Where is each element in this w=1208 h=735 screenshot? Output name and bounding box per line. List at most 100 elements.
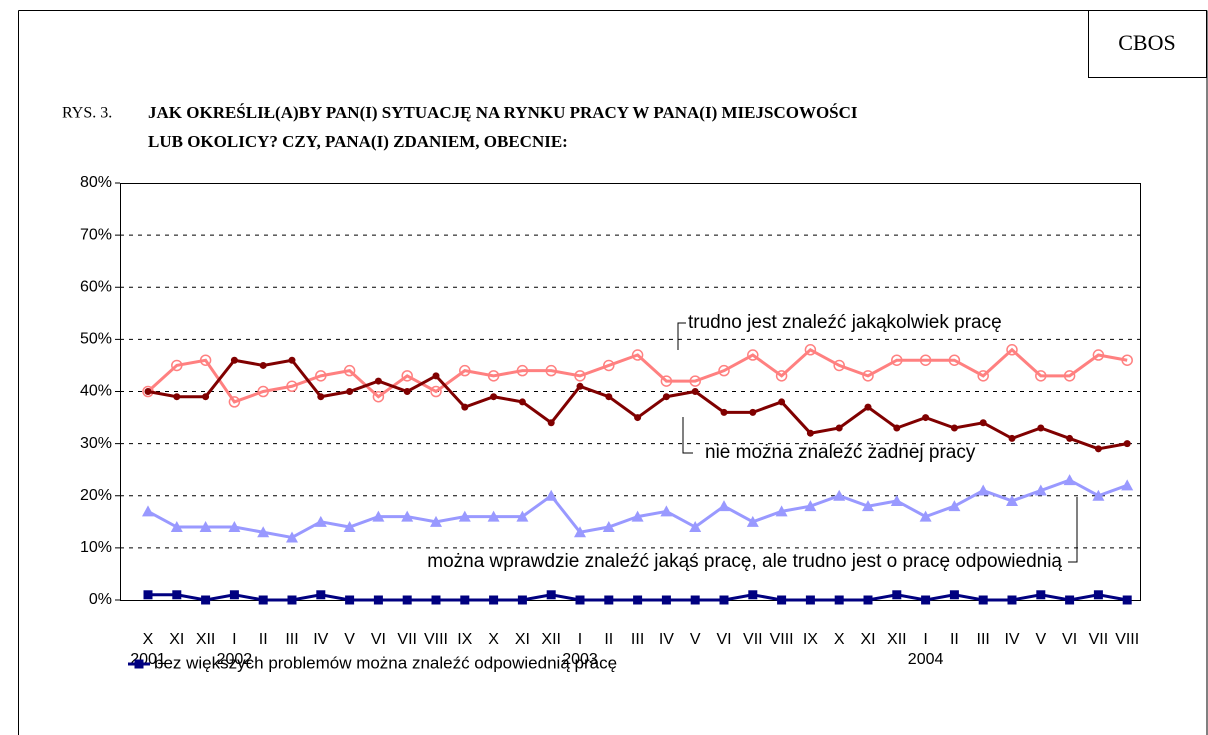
marker bbox=[746, 515, 759, 527]
marker bbox=[1093, 590, 1103, 600]
marker bbox=[172, 590, 182, 600]
marker bbox=[286, 380, 298, 393]
marker bbox=[374, 377, 382, 385]
marker bbox=[287, 595, 297, 605]
marker bbox=[1066, 434, 1074, 442]
figure-label: RYS. 3. bbox=[62, 105, 112, 122]
y-tick-label: 70% bbox=[80, 226, 112, 243]
marker bbox=[402, 595, 412, 605]
x-tick-label: XII bbox=[541, 631, 561, 648]
marker bbox=[430, 515, 442, 527]
marker bbox=[459, 364, 471, 377]
x-tick-label: V bbox=[1035, 631, 1046, 648]
marker bbox=[690, 595, 700, 605]
marker bbox=[605, 393, 613, 401]
marker bbox=[317, 393, 325, 401]
marker bbox=[948, 500, 961, 512]
x-tick-label: IX bbox=[803, 631, 818, 648]
marker bbox=[545, 364, 557, 377]
y-tick-label: 0% bbox=[89, 591, 112, 608]
marker bbox=[662, 393, 670, 401]
marker bbox=[346, 388, 354, 395]
x-tick-label: III bbox=[285, 631, 298, 648]
marker bbox=[778, 398, 786, 406]
marker bbox=[633, 595, 643, 605]
marker bbox=[835, 424, 843, 432]
marker bbox=[691, 388, 699, 395]
marker bbox=[430, 385, 442, 398]
marker bbox=[892, 590, 902, 600]
x-tick-label: III bbox=[631, 631, 644, 648]
x-tick-label: III bbox=[977, 631, 990, 648]
x-tick-label: XI bbox=[169, 631, 184, 648]
marker bbox=[631, 510, 644, 522]
marker bbox=[949, 590, 959, 600]
marker bbox=[777, 595, 787, 605]
marker bbox=[576, 382, 584, 390]
marker bbox=[863, 595, 873, 605]
marker bbox=[144, 388, 152, 395]
y-tick-label: 60% bbox=[80, 278, 112, 295]
leader-line bbox=[682, 417, 693, 454]
marker bbox=[1094, 445, 1102, 453]
marker bbox=[286, 531, 298, 543]
marker bbox=[977, 370, 989, 382]
x-tick-label: X bbox=[834, 631, 845, 648]
marker bbox=[315, 370, 327, 382]
marker bbox=[661, 595, 671, 605]
marker bbox=[401, 370, 413, 382]
marker bbox=[228, 396, 241, 408]
series-label: nie można znaleźć żadnej pracy bbox=[705, 442, 976, 463]
series-label: trudno jest znaleźć jakąkolwiek pracę bbox=[688, 312, 1002, 333]
marker bbox=[229, 590, 239, 600]
marker bbox=[979, 419, 987, 427]
marker bbox=[862, 370, 874, 382]
marker bbox=[1007, 595, 1017, 605]
marker bbox=[603, 359, 615, 372]
marker bbox=[948, 354, 961, 366]
series-line bbox=[147, 478, 1128, 540]
x-tick-label: VI bbox=[371, 631, 386, 648]
x-tick-label: V bbox=[344, 631, 355, 648]
x-tick-label: I bbox=[923, 631, 927, 648]
marker bbox=[230, 356, 238, 364]
marker bbox=[804, 344, 817, 356]
title: LUB OKOLICY? CZY, PANA(I) ZDANIEM, OBECN… bbox=[148, 132, 568, 151]
marker bbox=[1063, 474, 1076, 486]
marker bbox=[489, 595, 499, 605]
marker bbox=[689, 521, 702, 533]
marker bbox=[775, 505, 788, 517]
marker bbox=[170, 521, 183, 533]
marker bbox=[891, 354, 903, 366]
marker bbox=[864, 403, 872, 411]
marker bbox=[314, 515, 327, 527]
marker bbox=[288, 356, 296, 364]
y-tick-label: 20% bbox=[80, 487, 112, 504]
marker bbox=[806, 429, 814, 437]
x-tick-label: IV bbox=[1004, 631, 1019, 648]
title: JAK OKREŚLIŁ(A)BY PAN(I) SYTUACJĘ NA RYN… bbox=[148, 103, 858, 122]
marker bbox=[689, 375, 701, 387]
marker bbox=[458, 510, 471, 522]
marker bbox=[516, 510, 529, 522]
marker bbox=[372, 390, 385, 403]
x-tick-label: VII bbox=[743, 631, 763, 648]
marker bbox=[1036, 590, 1046, 600]
marker bbox=[372, 510, 385, 522]
marker bbox=[373, 595, 383, 605]
x-year-label: 2002 bbox=[217, 651, 253, 668]
x-tick-label: XI bbox=[860, 631, 875, 648]
x-tick-label: I bbox=[578, 631, 582, 648]
marker bbox=[547, 419, 555, 427]
legend-label: bez większych problemów można znaleźć od… bbox=[154, 653, 617, 672]
marker bbox=[432, 372, 440, 380]
marker bbox=[575, 595, 585, 605]
marker bbox=[950, 424, 958, 432]
marker bbox=[1006, 344, 1018, 356]
marker bbox=[747, 349, 759, 361]
marker bbox=[574, 370, 586, 382]
series-label: można wprawdzie znaleźć jakąś pracę, ale… bbox=[427, 551, 1062, 572]
y-tick-label: 80% bbox=[80, 174, 112, 191]
legend-marker bbox=[134, 659, 144, 669]
marker bbox=[171, 359, 183, 372]
